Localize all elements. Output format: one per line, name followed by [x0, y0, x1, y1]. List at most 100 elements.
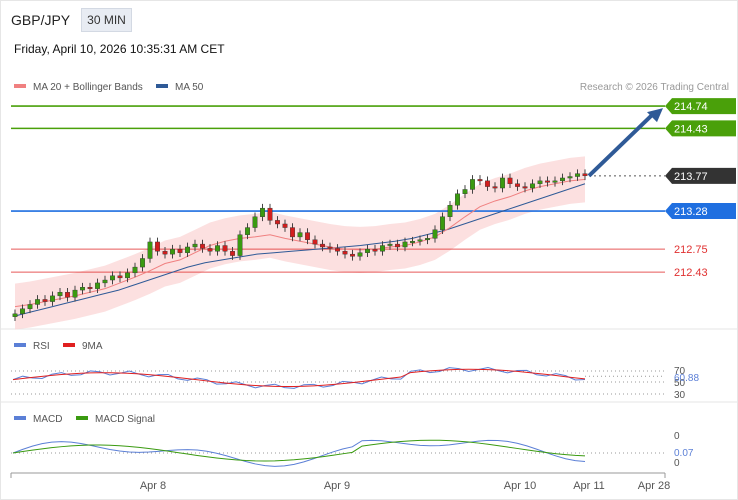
- candle-body: [522, 186, 528, 189]
- candle-body: [575, 173, 580, 177]
- candle-body: [455, 193, 460, 206]
- ma20-line: [14, 178, 586, 308]
- candle-body: [282, 223, 288, 228]
- level-label-213.28: 213.28: [674, 206, 708, 218]
- candle-body: [200, 243, 205, 249]
- chart-datetime: Friday, April 10, 2026 10:35:31 AM CET: [14, 42, 225, 56]
- timeframe-button[interactable]: 30 MIN: [81, 8, 132, 32]
- candle-body: [162, 251, 168, 255]
- candle-body: [335, 248, 340, 252]
- bollinger-band-area: [15, 156, 585, 330]
- candle-body: [447, 205, 453, 217]
- rsi-tick-70: 70: [674, 366, 686, 377]
- level-tag-213.77: [665, 167, 736, 184]
- level-label-212.43: 212.43: [674, 267, 708, 279]
- legend-swatch-9ma: [63, 343, 75, 347]
- legend-9ma: 9MA: [82, 341, 103, 352]
- candle-body: [170, 248, 175, 255]
- legend-rsi: RSI: [33, 341, 50, 352]
- macd-tick-upper: 0: [674, 431, 680, 442]
- symbol-title: GBP/JPY: [11, 12, 71, 28]
- research-credit: Research © 2026 Trading Central: [580, 82, 729, 93]
- candle-body: [237, 234, 243, 256]
- legend-macd-signal: MACD Signal: [95, 414, 155, 425]
- legend-macd: MACD: [33, 414, 62, 425]
- candle-body: [260, 207, 265, 217]
- candle-body: [477, 179, 483, 182]
- candle-body: [95, 282, 100, 289]
- level-tag-213.28: [665, 203, 736, 220]
- candle-body: [552, 180, 558, 183]
- candle-body: [515, 183, 520, 187]
- candle-body: [365, 248, 370, 253]
- candle-body: [357, 252, 363, 257]
- candle-body: [27, 304, 33, 309]
- legend-swatch-ma20: [14, 84, 26, 88]
- candle-body: [125, 272, 130, 279]
- candle-body: [87, 287, 93, 289]
- macd-current: 0.07: [674, 448, 694, 459]
- candle-body: [320, 243, 325, 248]
- candle-body: [177, 248, 183, 253]
- candle-body: [350, 253, 355, 257]
- candle-body: [530, 183, 535, 189]
- candle-body: [245, 227, 250, 235]
- candle-body: [485, 180, 490, 187]
- candle-body: [155, 241, 160, 252]
- time-label-apr9: Apr 9: [324, 480, 350, 492]
- candle-body: [410, 241, 415, 243]
- candle-body: [507, 177, 513, 184]
- legend-swatch-rsi: [14, 343, 26, 347]
- candle-body: [20, 308, 25, 315]
- candle-body: [290, 227, 295, 238]
- candle-body: [560, 177, 565, 182]
- ma50-line: [14, 183, 586, 317]
- candle-body: [372, 248, 378, 252]
- legend-swatch-macd: [14, 416, 26, 420]
- time-label-apr10: Apr 10: [504, 480, 536, 492]
- candle-body: [57, 292, 63, 297]
- price-panel: 214.74 214.43 213.77 213.28 212.75 212.43: [11, 98, 736, 330]
- candle-body: [50, 295, 55, 302]
- forecast-arrowhead: [647, 108, 663, 123]
- level-label-214.74: 214.74: [674, 101, 708, 113]
- candle-body: [72, 289, 78, 298]
- rsi-ma-line: [12, 368, 586, 388]
- candle-body: [492, 186, 498, 189]
- macd-signal-line: [12, 439, 586, 462]
- candle-body: [80, 287, 85, 291]
- rsi-panel: [12, 367, 665, 389]
- level-label-212.75: 212.75: [674, 244, 708, 256]
- candle-body: [147, 241, 153, 259]
- candle-body: [402, 241, 408, 248]
- candle-body: [275, 220, 280, 225]
- candle-body: [537, 180, 543, 184]
- candle-body: [65, 292, 70, 298]
- candle-body: [42, 299, 48, 302]
- level-tag-214.74: [665, 98, 736, 115]
- legend-swatch-ma50: [156, 84, 168, 88]
- level-label-214.43: 214.43: [674, 123, 708, 135]
- candle-body: [470, 179, 475, 190]
- candle-body: [207, 248, 213, 252]
- candle-body: [305, 232, 310, 240]
- candle-body: [432, 229, 438, 239]
- candle-body: [117, 275, 123, 279]
- macd-panel: [12, 439, 586, 467]
- candle-body: [185, 246, 190, 253]
- legend-swatch-macd-signal: [76, 416, 88, 420]
- candle-body: [102, 279, 108, 284]
- candle-body: [440, 216, 445, 230]
- time-label-apr28: Apr 28: [638, 480, 670, 492]
- candle-body: [215, 245, 220, 252]
- candle-body: [297, 232, 303, 238]
- candle-body: [380, 245, 385, 252]
- candle-body: [312, 239, 318, 245]
- candle-body: [387, 243, 393, 246]
- rsi-tick-30: 30: [674, 390, 686, 401]
- candle-body: [327, 246, 333, 249]
- candle-body: [132, 266, 138, 274]
- legend-ma20: MA 20 + Bollinger Bands: [33, 82, 143, 93]
- level-label-213.77: 213.77: [674, 171, 708, 183]
